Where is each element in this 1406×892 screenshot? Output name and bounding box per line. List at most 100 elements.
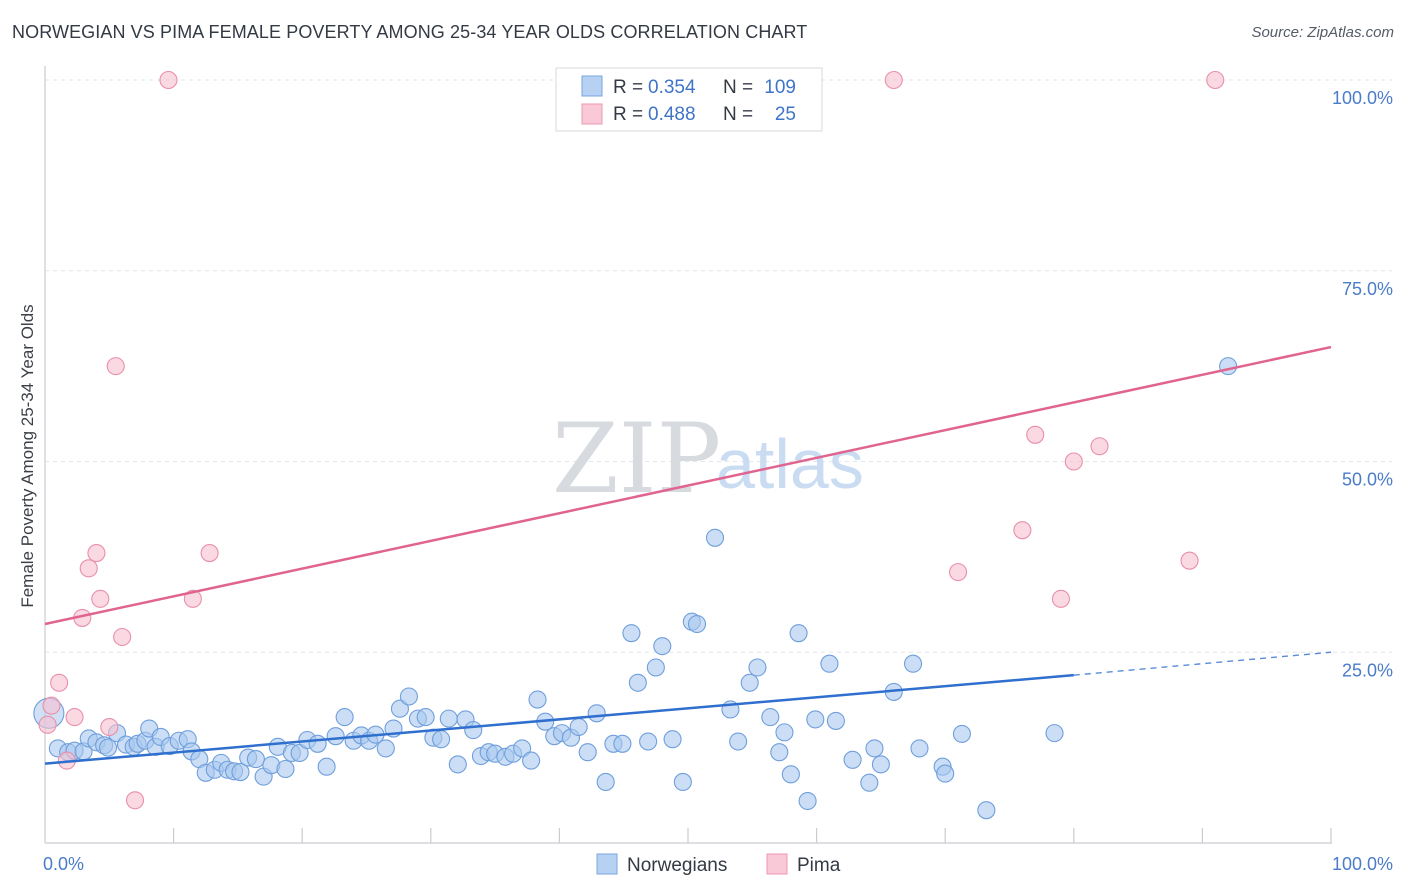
gridlines — [45, 79, 1392, 653]
pima-points — [38, 70, 1225, 810]
pima-point — [1026, 425, 1045, 444]
norwegians-point — [522, 751, 541, 770]
pima-point — [42, 696, 61, 715]
bottom-legend-swatch-norwegians — [596, 853, 618, 875]
pima-point — [200, 544, 219, 563]
bottom-legend-label-norwegians: Norwegians — [627, 855, 727, 876]
norwegians-point — [806, 710, 825, 729]
norwegians-point — [903, 654, 923, 673]
pima-point — [91, 589, 110, 608]
pima-point — [79, 559, 98, 578]
pima-trend-line — [44, 345, 1332, 626]
legend-swatch-norwegians — [581, 75, 603, 97]
norwegians-point — [448, 755, 467, 774]
norwegians-point — [843, 750, 862, 769]
y-tick-labels: 25.0% 50.0% 75.0% 100.0% — [1332, 88, 1393, 680]
pima-point — [884, 70, 903, 90]
norwegians-point — [390, 699, 409, 718]
norwegians-point — [663, 730, 682, 749]
y-tick-label-50: 50.0% — [1342, 470, 1393, 490]
pima-point — [1051, 589, 1070, 608]
x-tick-label-min: 0.0% — [43, 854, 84, 874]
norwegians-point — [936, 764, 955, 783]
norwegians-point — [569, 717, 588, 737]
pima-point — [159, 70, 178, 90]
legend-n-label-norwegians: N = — [723, 77, 753, 98]
norwegians-point — [578, 743, 597, 762]
norwegians-point — [628, 673, 647, 692]
norwegians-point — [432, 730, 451, 749]
pima-point — [1206, 70, 1225, 90]
norwegians-point — [729, 732, 748, 751]
norwegians-point — [596, 772, 615, 792]
trend-lines — [44, 345, 1332, 765]
legend-n-label-pima: N = — [723, 104, 753, 125]
pima-point — [1013, 521, 1032, 540]
pima-point — [1064, 452, 1083, 471]
legend-r-label-norwegians: R = — [613, 77, 643, 98]
norwegians-point — [622, 624, 641, 643]
pima-point — [949, 563, 968, 582]
legend: R = 0.354 N = 109 R = 0.488 N = 25 — [555, 67, 823, 132]
norwegians-point — [871, 755, 890, 774]
norwegians-point — [952, 724, 971, 743]
pima-point — [1090, 437, 1109, 456]
norwegians-point — [639, 732, 658, 751]
norwegians-point — [740, 673, 759, 692]
norwegians-point — [439, 709, 458, 728]
norwegians-point — [770, 743, 789, 762]
pima-point — [183, 589, 202, 608]
norwegians-trend-line — [44, 673, 1074, 765]
y-tick-label-75: 75.0% — [1342, 279, 1393, 299]
norwegians-point — [865, 739, 884, 758]
norwegians-point — [335, 708, 354, 727]
legend-r-value-norwegians: 0.354 — [648, 77, 696, 98]
pima-point — [38, 715, 57, 734]
norwegians-point — [748, 658, 767, 677]
norwegians-point — [781, 765, 800, 784]
pima-point — [125, 791, 145, 810]
legend-r-value-pima: 0.488 — [648, 104, 696, 125]
legend-n-value-pima: 25 — [775, 104, 796, 125]
pima-point — [50, 673, 69, 692]
norwegians-trend-line-dashed — [1073, 651, 1332, 676]
pima-point — [113, 627, 132, 647]
pima-point — [87, 544, 106, 563]
norwegians-point — [798, 791, 817, 811]
norwegians-point — [1219, 357, 1238, 376]
norwegians-point — [587, 704, 606, 723]
norwegians-point — [613, 734, 632, 753]
norwegians-point — [673, 772, 692, 792]
norwegians-point — [326, 727, 345, 746]
norwegians-point — [98, 738, 118, 757]
norwegians-point — [276, 759, 295, 779]
norwegians-point — [653, 637, 672, 656]
pima-point — [106, 357, 125, 376]
x-axis-ticks — [173, 828, 1332, 843]
y-axis-label: Female Poverty Among 25-34 Year Olds — [18, 304, 37, 607]
pima-point — [100, 717, 119, 737]
norwegians-point — [513, 739, 532, 758]
norwegians-point — [977, 801, 996, 820]
bottom-legend-swatch-pima — [766, 853, 788, 875]
legend-r-label-pima: R = — [613, 104, 643, 125]
bottom-legend-label-pima: Pima — [797, 855, 841, 876]
bottom-legend: Norwegians Pima — [596, 853, 841, 876]
legend-swatch-pima — [581, 103, 603, 125]
chart-title: NORWEGIAN VS PIMA FEMALE POVERTY AMONG 2… — [12, 22, 808, 42]
norwegians-point — [528, 690, 547, 709]
norwegians-point — [761, 708, 780, 727]
norwegians-point — [775, 723, 794, 742]
legend-n-value-norwegians: 109 — [764, 77, 796, 98]
norwegians-point — [705, 528, 725, 547]
norwegians-point — [646, 658, 665, 677]
watermark-zip: ZIP — [552, 403, 721, 515]
pima-point — [65, 708, 84, 727]
norwegians-point — [1045, 724, 1064, 743]
norwegians-point — [416, 708, 435, 727]
norwegians-point — [464, 721, 483, 740]
norwegians-point — [860, 773, 879, 792]
norwegians-point — [246, 750, 265, 769]
norwegians-point — [376, 739, 395, 758]
